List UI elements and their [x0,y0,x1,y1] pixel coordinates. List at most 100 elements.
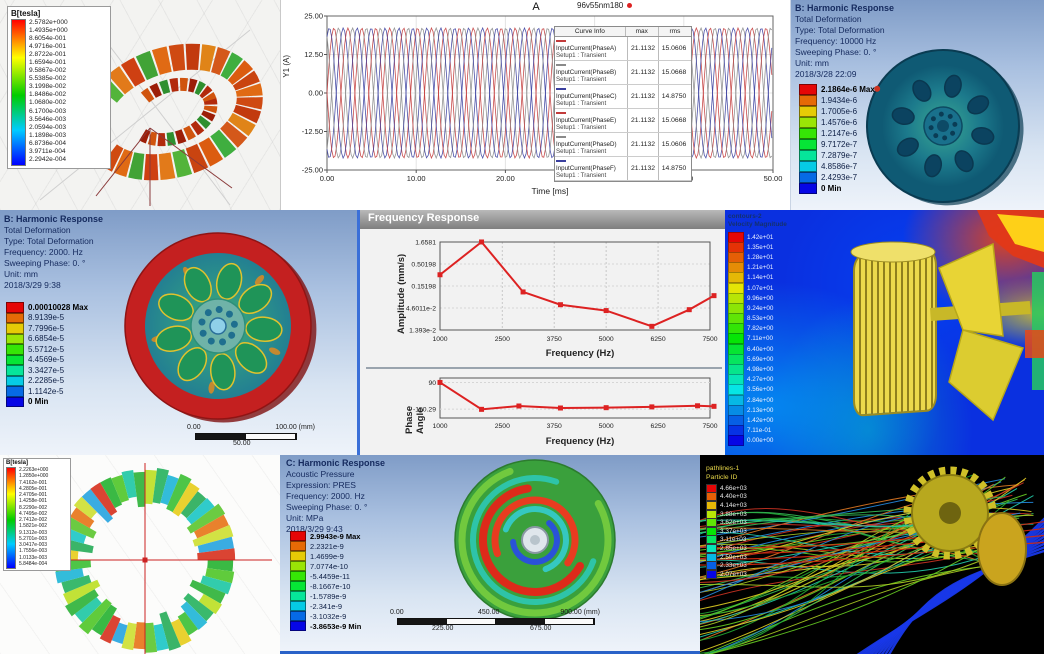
streamline [703,564,1014,654]
curve-path [326,26,773,160]
legend-color-swatch [706,543,717,553]
window-titlebar[interactable]: Frequency Response [360,210,728,229]
legend-entry: 2.2321e-9 [290,541,361,551]
legend-color-swatch [706,552,717,562]
legend-entry: 1.4576e-6 [799,117,875,128]
legend-value: 2.2942e-004 [29,155,67,163]
tick-label: 5000 [599,336,614,343]
legend-value: 1.1142e-5 [28,386,64,396]
legend-entry: 1.28e+01 [728,251,787,263]
legend-color-swatch [799,128,817,139]
panel-harmonic-2000-viewport[interactable]: B: Harmonic Response Total Deformation Typ… [0,210,357,455]
tick-label: 90 [428,380,436,387]
panel-acoustic-pressure-viewport[interactable]: C: Harmonic Response Acoustic Pressure Exp… [280,455,700,654]
legend-entry: 0 Min [799,183,875,194]
panel-harmonic-10000-viewport[interactable]: B: Harmonic Response Total Deformation Typ… [790,0,1044,210]
legend-value: 4.7495e-002 [19,510,48,517]
legend-entry: -3.1032e-9 [290,611,361,621]
legend-value: 3.3427e-5 [28,365,65,375]
divider [366,367,722,369]
cfd-overlay[interactable] [725,210,1044,455]
curve-max: 21.1132 [628,157,659,180]
legend-value: 7.11e+00 [747,335,773,343]
legend-color-swatch [706,518,717,528]
data-point-marker [649,323,655,329]
data-point-marker [479,239,485,245]
legend-value: 1.35e+01 [747,243,774,251]
legend-value: 4.4569e-5 [28,355,65,365]
header-line: B: Harmonic Response [4,214,104,224]
legend-color-swatch [6,354,24,365]
legend-value: 1.28e+01 [747,253,774,261]
wheel-3d-view[interactable] [0,210,357,455]
legend-entry: 1.35e+01 [728,241,787,253]
legend-entry: 1.42e+01 [728,231,787,243]
phase-chart[interactable]: 90 -150.29 1000 2500 3750 5000 6250 7500 [360,372,728,440]
curve-color-swatch [556,160,566,163]
legend-value: 9.24e+00 [747,304,774,312]
legend-entry: 9.24e+00 [728,302,787,314]
streamline [700,518,993,563]
legend-value: 1.1898e-003 [29,131,67,139]
amplitude-chart[interactable]: 1.6581 0.50198 0.15198 4.6011e-2 1.393e-2100… [360,230,728,365]
legend-value: 4.2805e-001 [19,485,48,492]
result-header: C: Harmonic Response Acoustic Pressure Exp… [286,458,385,535]
curve-color-swatch [556,40,566,43]
legend-value: 1.7556e-003 [19,548,48,555]
legend-color-swatch [290,581,306,591]
legend-color-swatch [290,591,306,601]
legend-entry: 3.62e+03 [706,518,747,528]
disc-3d-view[interactable] [280,455,700,651]
legend-entry: 7.7996e-5 [6,323,88,334]
data-point-marker [603,308,609,314]
wheel-3d-view[interactable] [791,0,1044,210]
bfield-color-scale: B[tesla] 2.5782e+000 1.4935e+000 8.6054e-0… [7,6,111,169]
legend-entry: 2.2285e-5 [6,375,88,386]
curve-name: InputCurrent(PhaseF) [556,165,616,172]
panel-maxwell-torus-viewport[interactable]: B[tesla] 2.5782e+000 1.4935e+000 8.6054e-0… [0,0,280,210]
legend-color-swatch [706,561,717,571]
legend-entry: 1.7005e-6 [799,106,875,117]
streamlines-view[interactable] [700,455,1044,654]
legend-entry: 2.85e+03 [706,543,747,553]
table-header: Curve Info max rms [555,27,691,37]
legend-color-swatch [706,483,717,493]
legend-value: 1.4258e-001 [19,498,48,505]
panel-field-ring-viewport[interactable]: B[tesla] 2.2263e+000 1.2850e+000 7.4162e-0… [0,455,280,654]
legend-entry: 5.69e+00 [728,353,787,365]
legend-entry: 4.66e+03 [706,483,747,493]
panel-pathlines-viewport[interactable]: pathlines-1 Particle ID 4.66e+03 4.40e+03… [700,455,1044,654]
velocity-legend: contours-2 Velocity Magnitude 1.42e+01 1.… [728,213,787,447]
pathlines-legend: pathlines-1 Particle ID 4.66e+03 4.40e+03… [706,465,747,579]
legend-value: 8.6054e-001 [29,35,67,43]
tick-label: 10.00 [407,174,426,183]
legend-value: 2.9943e-9 Max [310,531,361,541]
legend-entry: 5.5712e-5 [6,344,88,355]
legend-value: 7.11e-01 [747,427,772,435]
legend-entry: 9.96e+00 [728,292,787,304]
curve-rms: 15.0606 [661,141,687,148]
legend-entry: 6.6854e-5 [6,333,88,344]
legend-value: 7.4162e-001 [19,479,48,486]
tick-label: 25.00 [304,12,323,21]
data-point-marker [686,307,692,313]
legend-value: -5.4459e-11 [310,571,350,581]
curve-rms: 14.8750 [661,93,687,100]
tick-label: 7500 [702,423,717,430]
legend-value: -8.1667e-10 [310,581,351,591]
legend-value: 1.2147e-6 [821,129,858,138]
panel-velocity-contours-viewport[interactable]: contours-2 Velocity Magnitude 1.42e+01 1.… [725,210,1044,459]
legend-color-swatch [6,365,24,376]
legend-value: -1.5789e-9 [310,591,347,601]
legend-color-swatch [6,386,24,397]
data-point-marker [479,406,485,412]
torus-3d-view[interactable] [0,0,280,210]
legend-color-swatch [290,551,306,561]
legend-value: 1.4576e-6 [821,118,858,127]
scale-ruler: 0.00 100.00 (mm) 50.00 [185,424,315,449]
legend-entry: 2.33e+03 [706,561,747,571]
header-line: Unit: MPa [286,513,324,523]
phase-curve [439,381,715,411]
legend-color-swatch [799,95,817,106]
